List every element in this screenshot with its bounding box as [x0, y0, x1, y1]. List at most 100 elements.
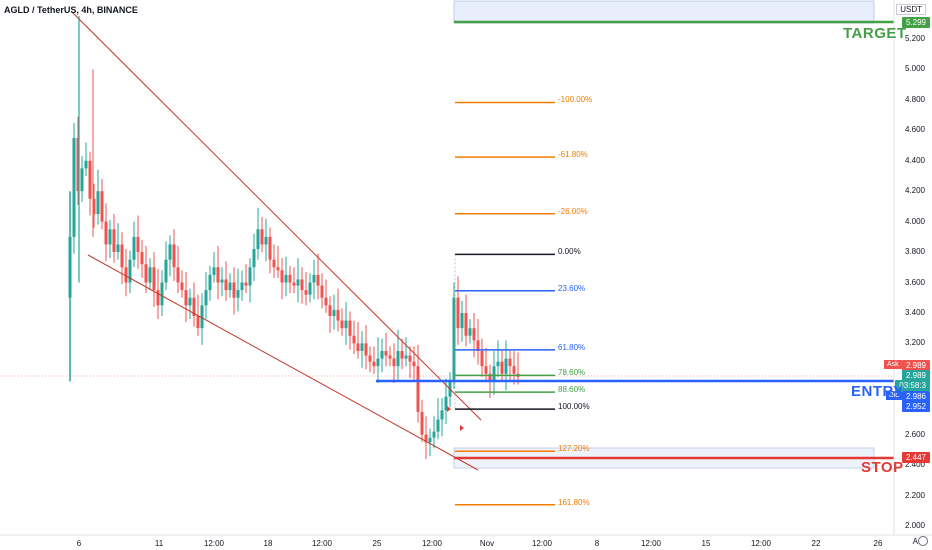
candle-body	[296, 279, 300, 286]
auto-scale-toggle[interactable]: A	[912, 537, 918, 546]
ask-price-tag: 2.989	[901, 360, 930, 371]
candle-body	[484, 366, 488, 374]
price-tick: 4.800	[904, 94, 925, 104]
candle-body	[452, 297, 456, 382]
time-tick: Nov	[479, 539, 495, 548]
candle-body	[200, 305, 204, 329]
candle-body	[468, 328, 472, 336]
time-tick: 26	[873, 539, 883, 548]
candle-body	[108, 229, 112, 245]
candle-body	[76, 137, 80, 192]
arrow-marker	[447, 406, 451, 412]
time-tick: 22	[811, 539, 821, 548]
candle-body	[204, 290, 208, 306]
candle-body	[256, 229, 260, 250]
candle-body	[320, 285, 324, 298]
candle-body	[456, 297, 460, 329]
candle-body	[192, 297, 196, 316]
candle-body	[216, 267, 220, 283]
candle-body	[72, 137, 76, 237]
candle-body	[172, 244, 176, 268]
candle-body	[348, 320, 352, 336]
candle-body	[272, 259, 276, 268]
candle-body	[140, 252, 144, 265]
candle-body	[152, 267, 156, 291]
bid-price-tag: 2.986	[901, 391, 930, 402]
currency-unit[interactable]: USDT	[896, 4, 926, 15]
price-tick: 4.200	[904, 186, 925, 196]
candle-body	[500, 361, 504, 374]
candle-body	[300, 279, 304, 291]
candle-body	[116, 244, 120, 253]
upper-trendline	[71, 11, 482, 421]
candle-body	[488, 373, 492, 382]
candle-body	[476, 340, 480, 351]
candle-body	[132, 236, 136, 260]
candle-body	[248, 267, 252, 286]
candle-body	[356, 343, 360, 351]
candle-body	[92, 198, 96, 215]
candle-body	[104, 221, 108, 245]
fib-level-label: 88.60%	[558, 385, 586, 395]
price-tick: 2.200	[904, 490, 925, 500]
candle-body	[128, 259, 132, 283]
time-tick: 12:00	[421, 539, 443, 548]
time-tick: 8	[594, 539, 600, 548]
ask-label: Ask	[884, 360, 902, 369]
candle-body	[236, 290, 240, 298]
trade-levels[interactable]	[376, 20, 894, 460]
arrow-marker	[460, 425, 464, 431]
candle-body	[260, 229, 264, 245]
fib-retracement[interactable]	[454, 101, 555, 506]
last-price-tag: 2.989	[901, 370, 930, 381]
candle-body	[164, 259, 168, 283]
lower-trendline	[87, 254, 479, 471]
price-tick: 4.400	[904, 155, 925, 165]
candle-body	[332, 309, 336, 316]
candle-body	[196, 315, 200, 329]
time-tick: 12:00	[203, 539, 225, 548]
price-tick: 4.000	[904, 216, 925, 226]
candle-body	[352, 335, 356, 344]
candle-body	[328, 305, 332, 316]
candle-body	[444, 396, 448, 411]
candle-body	[252, 249, 256, 268]
price-tick: 5.200	[904, 34, 925, 43]
fib-level-label: 78.60%	[558, 368, 586, 378]
candle-body	[388, 355, 392, 359]
candle-body	[368, 355, 372, 362]
candle-body	[264, 236, 268, 245]
candle-body	[100, 191, 104, 222]
candle-body	[208, 274, 212, 291]
candle-body	[84, 160, 88, 169]
fib-level-label: -61.80%	[558, 150, 588, 160]
candle-body	[220, 279, 224, 283]
price-tick: 2.000	[904, 521, 925, 530]
candles	[68, 16, 520, 460]
candle-body	[316, 274, 320, 286]
candle-body	[244, 282, 248, 286]
candle-body	[336, 309, 340, 321]
time-tick: 18	[263, 539, 273, 548]
time-tick: 11	[154, 539, 164, 548]
candle-body	[112, 229, 116, 253]
candle-body	[512, 366, 516, 374]
candle-body	[292, 282, 296, 286]
price-tick: 4.600	[904, 125, 925, 135]
gear-icon[interactable]	[918, 536, 928, 546]
candle-body	[96, 191, 100, 215]
candle-body	[240, 282, 244, 291]
candle-body	[176, 267, 180, 283]
time-tick: 12:00	[531, 539, 553, 548]
candle-body	[480, 350, 484, 367]
candle-body	[376, 358, 380, 367]
price-tick: 3.400	[904, 307, 925, 317]
fib-level-label: 100.00%	[558, 402, 590, 412]
price-tick: 3.200	[904, 338, 925, 348]
candle-body	[228, 282, 232, 291]
target-zone-box	[453, 0, 875, 24]
candle-body	[416, 366, 420, 412]
candle-body	[472, 328, 476, 341]
candle-body	[180, 282, 184, 291]
